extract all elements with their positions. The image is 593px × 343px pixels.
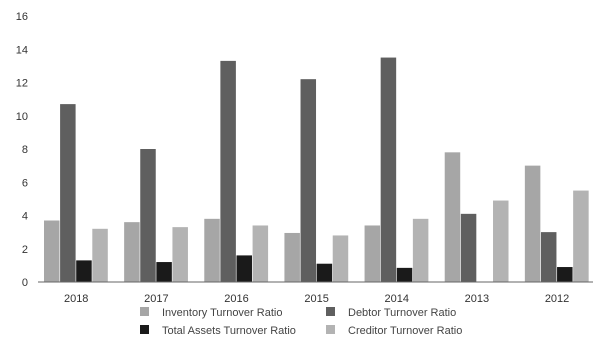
bar-total-assets-turnover-ratio-2018 — [76, 260, 92, 282]
y-tick-label: 10 — [16, 111, 28, 123]
x-tick-label: 2014 — [385, 293, 409, 305]
legend-label: Creditor Turnover Ratio — [348, 325, 462, 337]
bar-inventory-turnover-ratio-2012 — [524, 165, 541, 282]
y-tick-label: 8 — [22, 144, 28, 156]
bar-inventory-turnover-ratio-2018 — [44, 220, 60, 282]
y-tick-label: 12 — [16, 78, 28, 90]
x-tick-label: 2013 — [465, 293, 489, 305]
bars — [44, 57, 589, 283]
legend-label: Inventory Turnover Ratio — [162, 307, 282, 319]
bar-total-assets-turnover-ratio-2017 — [156, 262, 172, 282]
legend-swatch — [140, 325, 149, 334]
legend-label: Total Assets Turnover Ratio — [162, 325, 296, 337]
bar-creditor-turnover-ratio-2012 — [573, 190, 589, 282]
y-tick-label: 6 — [22, 177, 28, 189]
bar-creditor-turnover-ratio-2015 — [332, 235, 349, 282]
bar-creditor-turnover-ratio-2013 — [493, 200, 509, 282]
bar-inventory-turnover-ratio-2017 — [124, 222, 140, 282]
x-tick-label: 2012 — [545, 293, 569, 305]
bar-debtor-turnover-ratio-2016 — [220, 60, 236, 283]
y-tick-label: 14 — [16, 44, 28, 56]
y-tick-label: 0 — [22, 277, 28, 289]
legend-label: Debtor Turnover Ratio — [348, 307, 456, 319]
y-tick-label: 16 — [16, 11, 28, 23]
bar-creditor-turnover-ratio-2017 — [172, 227, 188, 282]
legend-swatch — [326, 307, 335, 316]
bar-debtor-turnover-ratio-2012 — [540, 232, 557, 282]
bar-creditor-turnover-ratio-2014 — [412, 218, 429, 282]
x-tick-label: 2018 — [64, 293, 88, 305]
bar-debtor-turnover-ratio-2014 — [380, 57, 397, 282]
y-tick-label: 4 — [22, 211, 28, 223]
y-axis: 0 2 4 6 8 10 12 14 16 — [16, 11, 28, 289]
bar-total-assets-turnover-ratio-2014 — [396, 267, 413, 282]
bar-creditor-turnover-ratio-2016 — [252, 225, 269, 282]
x-tick-label: 2015 — [304, 293, 328, 305]
x-tick-label: 2016 — [224, 293, 248, 305]
legend-swatch — [140, 307, 149, 316]
bar-debtor-turnover-ratio-2015 — [300, 79, 317, 282]
y-tick-label: 2 — [22, 244, 28, 256]
bar-creditor-turnover-ratio-2018 — [92, 228, 108, 282]
bar-total-assets-turnover-ratio-2016 — [236, 255, 252, 282]
bar-debtor-turnover-ratio-2018 — [60, 104, 76, 282]
x-tick-label: 2017 — [144, 293, 168, 305]
x-axis: 2018 2017 2016 2015 2014 2013 2012 — [64, 293, 569, 305]
bar-total-assets-turnover-ratio-2012 — [557, 267, 573, 282]
bar-inventory-turnover-ratio-2013 — [444, 152, 461, 282]
bar-inventory-turnover-ratio-2015 — [284, 232, 300, 282]
bar-inventory-turnover-ratio-2016 — [204, 218, 220, 282]
legend-swatch — [326, 325, 335, 334]
bar-debtor-turnover-ratio-2013 — [460, 213, 477, 282]
bar-inventory-turnover-ratio-2014 — [364, 225, 381, 282]
bar-total-assets-turnover-ratio-2015 — [316, 263, 333, 282]
bar-debtor-turnover-ratio-2017 — [140, 149, 156, 282]
legend: Inventory Turnover Ratio Debtor Turnover … — [140, 307, 462, 337]
